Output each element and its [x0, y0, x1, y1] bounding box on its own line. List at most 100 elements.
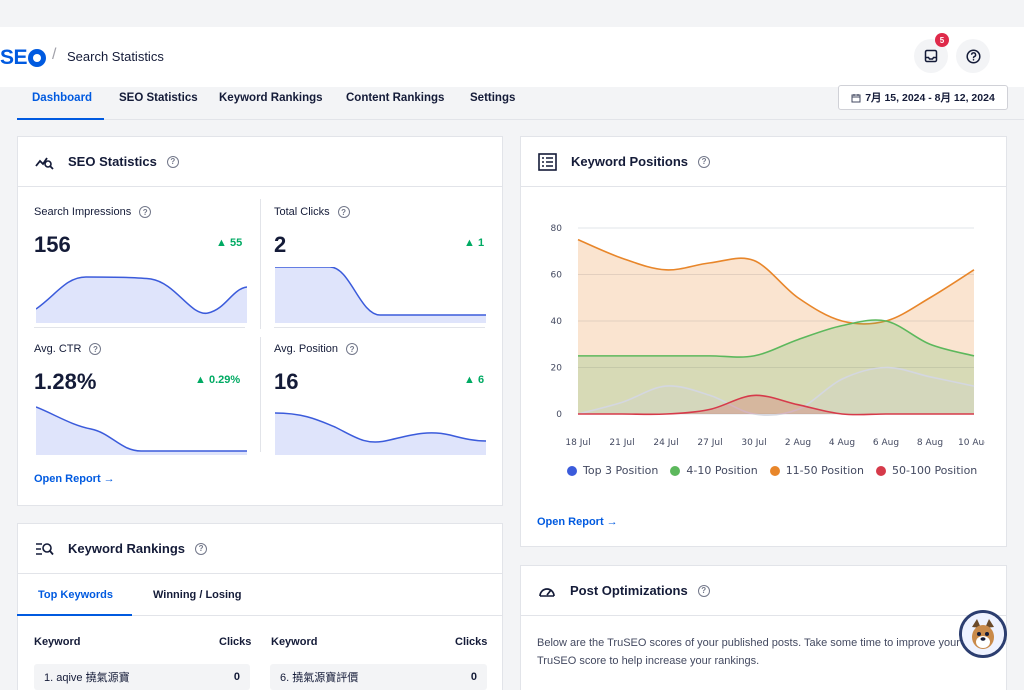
help-tooltip-icon[interactable]: ?: [166, 155, 179, 168]
post-optimizations-title: Post Optimizations: [570, 583, 688, 598]
table-row[interactable]: 1. aqive 撓氣源寶 0: [34, 664, 250, 690]
x-tick-label: 2 Aug: [785, 438, 811, 448]
x-tick-label: 27 Jul: [697, 438, 722, 448]
series-area: [578, 367, 974, 416]
legend-item-50-100[interactable]: 50-100 Position: [875, 464, 978, 477]
notifications-button[interactable]: 5: [914, 33, 949, 73]
impressions-label-text: Search Impressions: [34, 206, 132, 218]
col-header-keyword: Keyword: [271, 636, 318, 648]
logo-gear-icon: [28, 49, 47, 67]
position-change-value: 6: [477, 374, 485, 386]
breadcrumb-separator: /: [52, 46, 57, 63]
help-tooltip-icon[interactable]: ?: [697, 584, 710, 597]
impressions-change: ▲ 55: [216, 237, 243, 249]
chart-legend: Top 3 Position 4-10 Position 11-50 Posit…: [567, 464, 977, 477]
series-line[interactable]: [577, 366, 975, 416]
ctr-sparkline: [36, 406, 247, 455]
y-tick-label: 40: [551, 317, 563, 327]
date-range-picker[interactable]: 7月 15, 2024 - 8月 12, 2024: [838, 85, 1008, 110]
keyword-cell: 6. 撓氣源寶評價: [280, 672, 359, 684]
position-change: ▲ 6: [464, 374, 485, 386]
statistics-icon: [35, 157, 54, 170]
impressions-change-value: 55: [229, 237, 243, 249]
help-tooltip-icon[interactable]: ?: [195, 542, 208, 555]
series-line[interactable]: [578, 319, 975, 358]
seo-statistics-open-report-link[interactable]: Open Report →: [34, 473, 115, 485]
divider: [34, 327, 245, 328]
x-tick-label: 6 Aug: [873, 438, 899, 448]
series-area: [578, 395, 974, 415]
legend-item-4-10[interactable]: 4-10 Position: [670, 464, 758, 477]
impressions-value: 156: [34, 232, 71, 257]
seo-statistics-title: SEO Statistics: [68, 154, 157, 169]
series-line[interactable]: [577, 238, 975, 325]
keyword-positions-open-report-link[interactable]: Open Report →: [537, 516, 618, 528]
help-tooltip-icon[interactable]: ?: [139, 206, 152, 218]
clicks-sparkline: [275, 267, 486, 323]
legend-dot: [875, 465, 886, 476]
legend-dot: [670, 465, 681, 476]
help-tooltip-icon[interactable]: ?: [89, 343, 102, 355]
keyword-positions-title: Keyword Positions: [571, 154, 689, 169]
legend-label: 4-10 Position: [686, 464, 758, 477]
impressions-sparkline: [36, 276, 247, 323]
mascot-icon: [962, 613, 1004, 655]
post-optimizations-card: Post Optimizations ?: [520, 565, 1007, 690]
legend-label: 11-50 Position: [785, 464, 864, 477]
keyword-search-icon: [36, 542, 54, 555]
x-tick-label: 18 Jul: [565, 438, 590, 448]
divider: [260, 337, 261, 452]
tab-dashboard[interactable]: Dashboard: [32, 92, 93, 104]
active-subtab-indicator: [17, 614, 132, 616]
clicks-change-value: 1: [477, 237, 485, 249]
tab-seo-statistics[interactable]: SEO Statistics: [119, 92, 198, 104]
keyword-positions-card: Keyword Positions ? Open Report →: [520, 136, 1007, 547]
keyword-positions-header: Keyword Positions ?: [521, 137, 1006, 187]
divider: [260, 199, 261, 329]
list-icon: [538, 152, 557, 171]
position-value: 16: [274, 369, 299, 394]
legend-item-top3[interactable]: Top 3 Position: [567, 464, 658, 477]
tab-keyword-rankings[interactable]: Keyword Rankings: [219, 92, 323, 104]
breadcrumb: Search Statistics: [67, 49, 164, 64]
y-tick-label: 80: [551, 224, 563, 234]
seo-statistics-card: SEO Statistics ? Search Impressions? 156…: [17, 136, 503, 506]
ctr-label-text: Avg. CTR: [34, 343, 82, 355]
x-tick-label: 24 Jul: [653, 438, 678, 448]
position-sparkline: [275, 412, 486, 455]
clicks-cell: 0: [470, 671, 477, 683]
tab-settings[interactable]: Settings: [470, 92, 516, 104]
help-tooltip-icon[interactable]: ?: [698, 155, 711, 168]
series-area: [578, 239, 974, 414]
series-line[interactable]: [578, 394, 974, 416]
keyword-positions-chart: 0 20 40 60 80 18 Jul 21 Jul 24 Jul 27 Jul 30 Jul 2…: [551, 224, 985, 448]
x-tick-label: 21 Jul: [609, 438, 634, 448]
tab-content-rankings[interactable]: Content Rankings: [346, 92, 445, 104]
help-button[interactable]: [956, 39, 990, 73]
help-tooltip-icon[interactable]: ?: [346, 343, 359, 355]
y-tick-label: 20: [551, 364, 563, 374]
table-row[interactable]: 6. 撓氣源寶評價 0: [270, 664, 487, 690]
aioseo-logo[interactable]: SE: [0, 46, 47, 70]
legend-item-11-50[interactable]: 11-50 Position: [769, 464, 864, 477]
divider: [274, 327, 485, 328]
help-tooltip-icon[interactable]: ?: [337, 206, 350, 218]
keyword-rankings-header: Keyword Rankings ?: [18, 524, 502, 574]
legend-label: Top 3 Position: [583, 464, 659, 477]
x-tick-label: 30 Jul: [741, 438, 766, 448]
gauge-icon: [539, 587, 555, 597]
notification-count-badge: 5: [935, 33, 949, 47]
ctr-change-value: 0.29%: [208, 374, 241, 386]
keyword-cell: 1. aqive 撓氣源寶: [44, 672, 130, 684]
legend-label: 50-100 Position: [891, 464, 978, 477]
clicks-cell: 0: [233, 671, 240, 683]
tab-top-keywords[interactable]: Top Keywords: [38, 589, 113, 601]
logo-text: SE: [0, 46, 28, 69]
post-optimizations-header: Post Optimizations ?: [521, 566, 1006, 616]
col-header-keyword: Keyword: [34, 636, 81, 648]
keyword-subtabs: Top Keywords Winning / Losing: [17, 578, 503, 616]
position-label: Avg. Position?: [274, 343, 359, 355]
assistant-mascot-button[interactable]: [959, 610, 1007, 658]
keyword-rankings-card: Keyword Rankings ?: [17, 523, 503, 690]
tab-winning-losing[interactable]: Winning / Losing: [153, 589, 242, 601]
